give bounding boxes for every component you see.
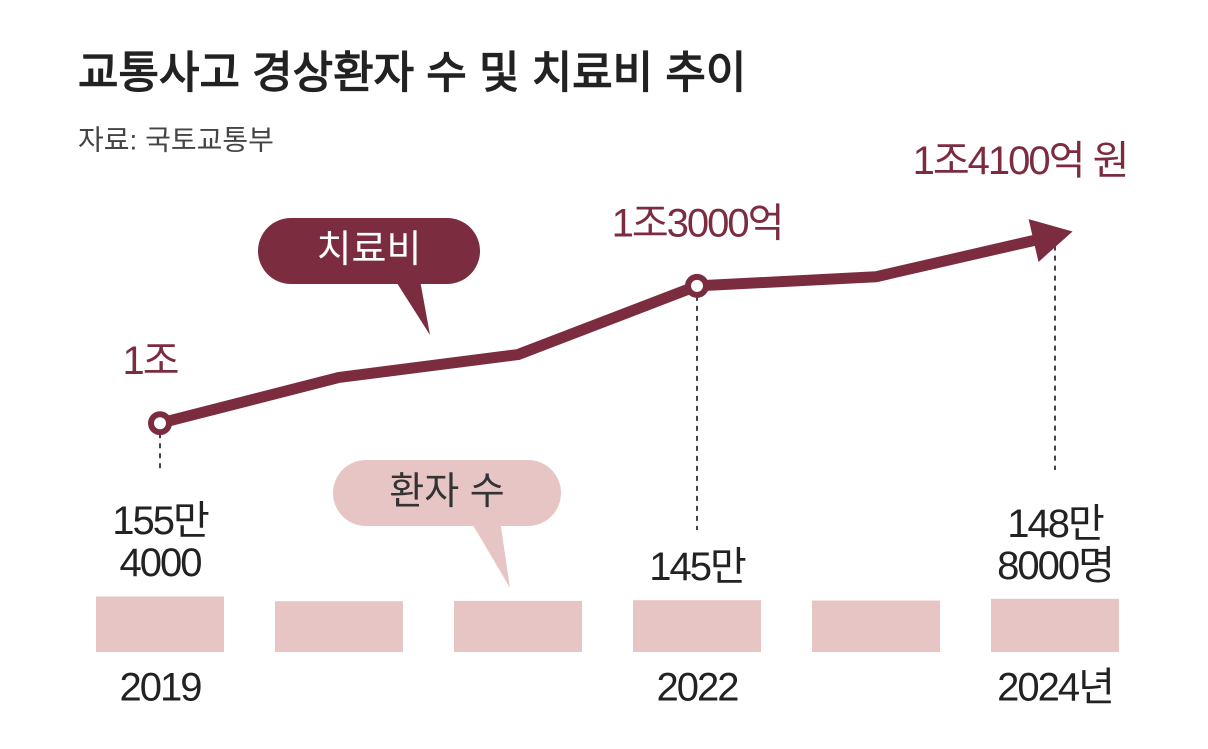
- arrow-head: [1028, 219, 1073, 262]
- value-label: 1조3000억: [612, 201, 783, 245]
- legend-line: 치료비: [258, 218, 480, 335]
- line: [158, 230, 1057, 429]
- value-label: 148만 8000명: [997, 501, 1115, 588]
- x-tick-label: 2022: [657, 666, 739, 710]
- legend-label: 환자 수: [389, 471, 504, 513]
- value-label: 1조: [122, 339, 177, 383]
- value-label: 155만 4000: [112, 499, 210, 586]
- callout-tail: [395, 280, 430, 335]
- bar: [633, 600, 761, 652]
- chart-title: 교통사고 경상환자 수 및 치료비 추이: [78, 49, 746, 98]
- legend-pill: [258, 218, 480, 284]
- x-tick-label: 2024년: [997, 666, 1113, 710]
- bar: [96, 596, 224, 652]
- bar: [812, 600, 940, 652]
- legend-bar: 환자 수: [333, 460, 561, 588]
- callout-tail: [470, 520, 510, 588]
- legend-pill: [333, 460, 561, 526]
- point: [148, 411, 172, 436]
- bar: [991, 598, 1119, 652]
- x-tick-label: 2019: [120, 666, 202, 710]
- chart-subtitle: 자료: 국토교통부: [78, 124, 274, 155]
- point: [685, 273, 709, 298]
- value-label: 1조4100억 원: [913, 139, 1128, 183]
- value-label: 145만: [649, 545, 747, 590]
- bar: [275, 601, 403, 652]
- bar: [454, 600, 582, 652]
- legend-label: 치료비: [317, 229, 422, 271]
